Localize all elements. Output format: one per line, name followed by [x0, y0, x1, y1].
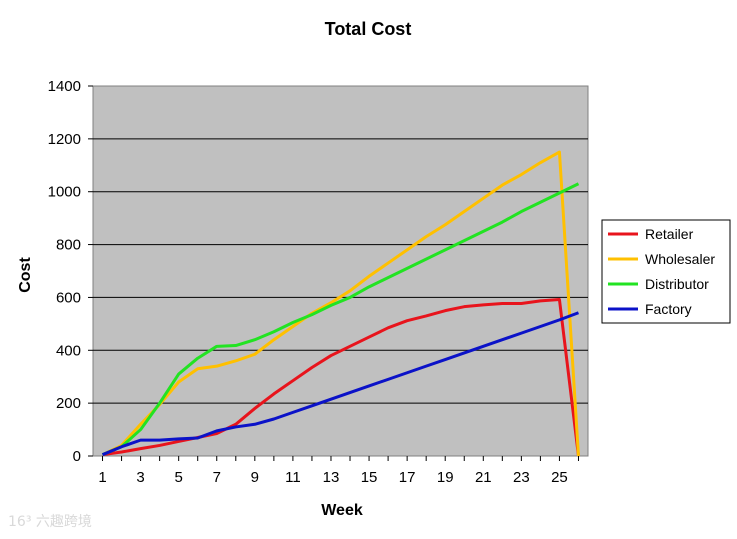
x-tick-label: 5: [175, 469, 183, 486]
plot-area: [92, 85, 589, 457]
series-line-wholesaler: [101, 150, 580, 457]
y-axis-ticks: 0 200 400 600 800 1000 1200 1400: [48, 78, 93, 465]
y-tick-label: 1400: [48, 78, 81, 95]
chart-title: Total Cost: [325, 19, 412, 39]
y-tick-label: 200: [56, 395, 81, 412]
y-axis-title: Cost: [17, 257, 34, 293]
series-lines: [101, 150, 580, 457]
y-tick-label: 800: [56, 237, 81, 254]
y-tick-label: 400: [56, 342, 81, 359]
x-tick-label: 11: [285, 469, 301, 486]
x-tick-label: 7: [213, 469, 221, 486]
x-tick-label: 15: [361, 469, 378, 486]
watermark: 16³ 六趣跨境: [8, 514, 92, 530]
legend-label-distributor: Distributor: [645, 276, 709, 292]
x-tick-label: 25: [551, 469, 568, 486]
x-tick-label: 19: [437, 469, 454, 486]
x-tick-label: 13: [323, 469, 340, 486]
x-axis-title: Week: [321, 502, 363, 519]
x-tick-label: 1: [98, 469, 106, 486]
legend-label-factory: Factory: [645, 301, 692, 317]
legend-label-retailer: Retailer: [645, 226, 694, 242]
legend-box: [601, 219, 731, 324]
y-tick-label: 0: [73, 448, 81, 465]
x-tick-label: 23: [513, 469, 530, 486]
x-tick-label: 17: [399, 469, 416, 486]
legend: Retailer Wholesaler Distributor Factory: [601, 219, 731, 324]
y-tick-label: 600: [56, 289, 81, 306]
y-tick-label: 1200: [48, 131, 81, 148]
x-axis-ticks: 1 3 5 7 9 11 13 15 17 19 21 23 25: [98, 456, 579, 486]
x-tick-label: 21: [475, 469, 492, 486]
x-tick-label: 3: [136, 469, 144, 486]
legend-label-wholesaler: Wholesaler: [645, 251, 715, 267]
series-line-distributor: [101, 182, 580, 457]
x-tick-label: 9: [251, 469, 259, 486]
series-line-retailer: [102, 298, 580, 457]
y-tick-label: 1000: [48, 184, 81, 201]
series-line-factory: [101, 311, 580, 457]
